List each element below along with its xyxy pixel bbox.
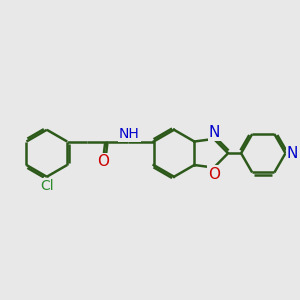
Text: NH: NH <box>119 127 140 141</box>
Text: O: O <box>208 167 220 182</box>
Text: N: N <box>209 125 220 140</box>
Text: O: O <box>97 154 109 169</box>
Text: N: N <box>287 146 298 161</box>
Text: Cl: Cl <box>40 179 54 193</box>
